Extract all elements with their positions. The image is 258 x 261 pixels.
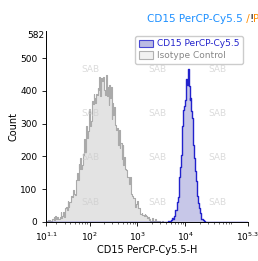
Text: CD15 PerCP-Cy5.5: CD15 PerCP-Cy5.5 <box>147 14 242 24</box>
Text: SAB: SAB <box>208 153 227 162</box>
Text: SAB: SAB <box>148 198 166 207</box>
Text: 582: 582 <box>27 31 44 40</box>
Y-axis label: Count: Count <box>9 112 19 141</box>
X-axis label: CD15 PerCP-Cy5.5-H: CD15 PerCP-Cy5.5-H <box>97 245 197 255</box>
Text: /: / <box>243 14 253 24</box>
Text: SAB: SAB <box>208 65 227 74</box>
Text: SAB: SAB <box>82 153 100 162</box>
Text: !: ! <box>250 14 254 24</box>
Text: SAB: SAB <box>148 153 166 162</box>
Text: SAB: SAB <box>208 198 227 207</box>
Text: SAB: SAB <box>208 109 227 118</box>
Text: SAB: SAB <box>82 65 100 74</box>
Text: SAB: SAB <box>82 198 100 207</box>
Text: SAB: SAB <box>148 109 166 118</box>
Text: P4: P4 <box>253 14 258 24</box>
Text: SAB: SAB <box>148 65 166 74</box>
Legend: CD15 PerCP-Cy5.5, Isotype Control: CD15 PerCP-Cy5.5, Isotype Control <box>135 36 243 64</box>
Text: SAB: SAB <box>82 109 100 118</box>
